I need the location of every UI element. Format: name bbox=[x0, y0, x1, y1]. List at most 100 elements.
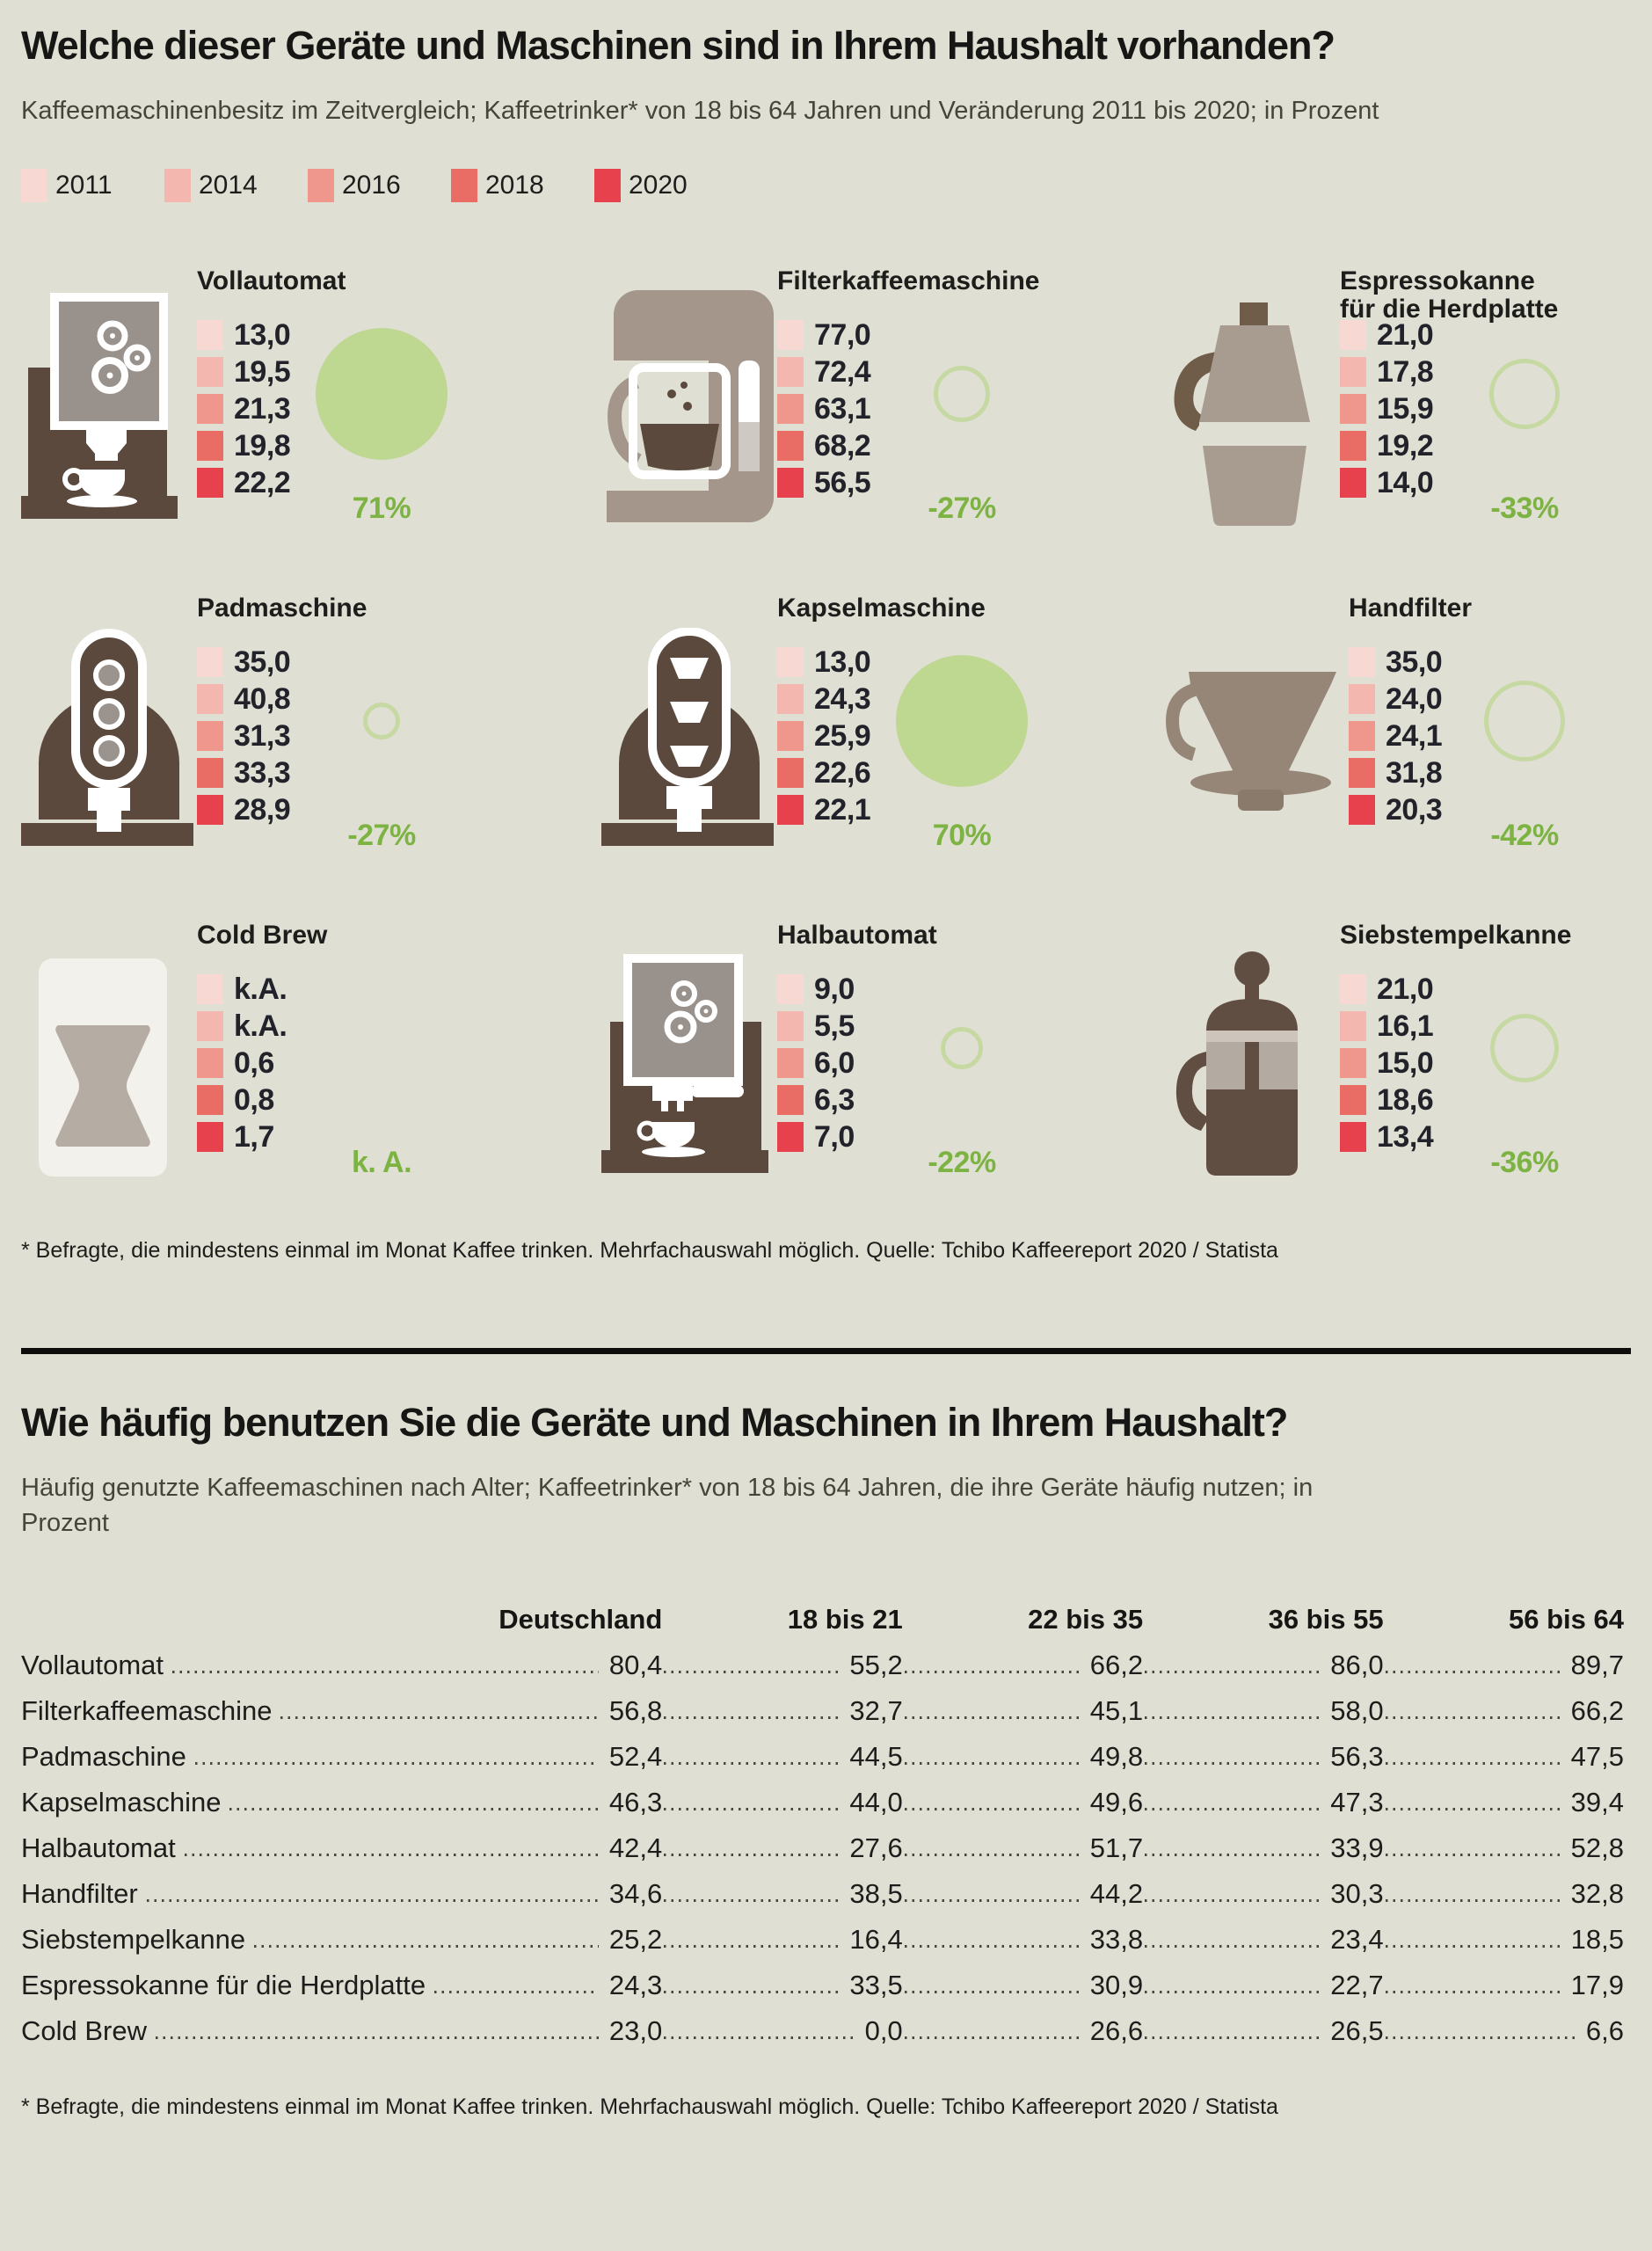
legend-item-2018: 2018 bbox=[451, 169, 594, 203]
change-circle bbox=[941, 1027, 983, 1070]
swatch-2011 bbox=[1340, 320, 1366, 351]
change-percent: -22% bbox=[928, 1146, 996, 1180]
change-percent: k. A. bbox=[351, 1146, 412, 1180]
swatch-2011 bbox=[1340, 974, 1366, 1005]
value-2014: 17,8 bbox=[1377, 354, 1434, 389]
machine-card-siebstempelkanne: Siebstempelkanne 21,0 16,1 15,0 18,6 13,… bbox=[1164, 918, 1631, 1180]
value-row: 25,9 bbox=[777, 718, 1164, 754]
change-percent: -33% bbox=[1490, 492, 1559, 526]
legend-swatch-2018 bbox=[451, 169, 477, 203]
swatch-2018 bbox=[777, 1085, 804, 1116]
swatch-2016 bbox=[777, 721, 804, 752]
value-row: 13,0 bbox=[197, 317, 601, 353]
change-percent: -42% bbox=[1490, 819, 1559, 853]
swatch-2016 bbox=[1349, 721, 1375, 752]
value-row: 13,0 bbox=[777, 644, 1164, 681]
col-18-21: 18 bis 21 bbox=[787, 1604, 903, 1635]
value-2016: 31,3 bbox=[234, 718, 291, 753]
value-row: 31,3 bbox=[197, 718, 601, 754]
section2-title: Wie häufig benutzen Sie die Geräte und M… bbox=[21, 1400, 1288, 1446]
change-circle bbox=[1484, 681, 1565, 762]
swatch-2014 bbox=[1340, 1011, 1366, 1042]
value-row: 9,0 bbox=[777, 971, 1164, 1008]
value-2014: 72,4 bbox=[814, 354, 871, 389]
change-indicator: -33% bbox=[1428, 301, 1621, 526]
value-2011: 35,0 bbox=[1386, 645, 1443, 679]
machine-name: Siebstempelkanne bbox=[1340, 921, 1572, 951]
machine-card-halbautomat: Halbautomat 9,0 5,5 6,0 6,3 7,0 -22% bbox=[601, 918, 1164, 1180]
swatch-2018 bbox=[1349, 758, 1375, 789]
value-row: 19,2 bbox=[1340, 427, 1631, 464]
value-row: 56,5 bbox=[777, 464, 1164, 501]
value-row: 24,0 bbox=[1349, 681, 1631, 718]
swatch-2016 bbox=[197, 721, 223, 752]
value-2018: 33,3 bbox=[234, 755, 291, 790]
table-header-row: Deutschland 18 bis 21 22 bis 35 36 bis 5… bbox=[21, 1595, 1624, 1641]
col-22-35: 22 bis 35 bbox=[1028, 1604, 1144, 1635]
machine-card-kapselmaschine: Kapselmaschine 13,0 24,3 25,9 22,6 22,1 … bbox=[601, 591, 1164, 853]
value-row: 31,8 bbox=[1349, 754, 1631, 791]
value-2014: 5,5 bbox=[814, 1009, 855, 1043]
value-2018: 22,6 bbox=[814, 755, 871, 790]
value-row: 0,6 bbox=[197, 1045, 601, 1082]
section1-title: Welche dieser Geräte und Maschinen sind … bbox=[21, 23, 1335, 68]
value-row: 72,4 bbox=[777, 353, 1164, 390]
value-row: 40,8 bbox=[197, 681, 601, 718]
swatch-2020 bbox=[197, 1122, 223, 1153]
value-2018: 19,2 bbox=[1377, 428, 1434, 463]
swatch-2018 bbox=[197, 431, 223, 462]
value-2011: k.A. bbox=[234, 972, 287, 1006]
swatch-2018 bbox=[777, 431, 804, 462]
swatch-2011 bbox=[197, 320, 223, 351]
swatch-2016 bbox=[197, 394, 223, 425]
swatch-2011 bbox=[777, 647, 804, 678]
value-row: 21,3 bbox=[197, 390, 601, 427]
value-2011: 21,0 bbox=[1377, 972, 1434, 1006]
section2-footnote: * Befragte, die mindestens einmal im Mon… bbox=[21, 2094, 1278, 2120]
change-indicator: 71% bbox=[285, 301, 478, 526]
value-row: 20,3 bbox=[1349, 791, 1631, 828]
table-row: Cold Brew 23,0 0,0 26,6 26,5 6,6 bbox=[21, 2015, 1624, 2047]
value-2018: 19,8 bbox=[234, 428, 291, 463]
legend-item-2014: 2014 bbox=[164, 169, 308, 203]
value-row: 19,8 bbox=[197, 427, 601, 464]
value-2011: 77,0 bbox=[814, 317, 871, 352]
siebstempelkanne-icon bbox=[1175, 951, 1298, 1176]
swatch-2020 bbox=[1340, 468, 1366, 499]
value-row: 16,1 bbox=[1340, 1008, 1631, 1045]
value-row: 21,0 bbox=[1340, 317, 1631, 353]
change-circle bbox=[1489, 359, 1560, 430]
value-2014: 40,8 bbox=[234, 681, 291, 716]
value-row: 22,6 bbox=[777, 754, 1164, 791]
section1-footnote: * Befragte, die mindestens einmal im Mon… bbox=[21, 1238, 1278, 1264]
legend-item-2020: 2020 bbox=[594, 169, 738, 203]
swatch-2020 bbox=[777, 795, 804, 826]
value-row: 19,5 bbox=[197, 353, 601, 390]
swatch-2011 bbox=[197, 974, 223, 1005]
legend-item-2011: 2011 bbox=[21, 169, 164, 203]
section1-subtitle: Kaffeemaschinenbesitz im Zeitvergleich; … bbox=[21, 97, 1379, 125]
handfilter-icon bbox=[1166, 672, 1336, 812]
value-row: 15,9 bbox=[1340, 390, 1631, 427]
value-2020: 22,1 bbox=[814, 792, 871, 827]
swatch-2014 bbox=[777, 1011, 804, 1042]
change-indicator: -22% bbox=[865, 955, 1059, 1180]
swatch-2011 bbox=[197, 647, 223, 678]
swatch-2014 bbox=[197, 684, 223, 715]
value-row: 35,0 bbox=[197, 644, 601, 681]
change-circle bbox=[934, 366, 990, 423]
kapselmaschine-icon bbox=[601, 628, 774, 847]
value-row: 24,1 bbox=[1349, 718, 1631, 754]
swatch-2018 bbox=[197, 758, 223, 789]
padmaschine-icon bbox=[21, 629, 193, 847]
value-2020: 22,2 bbox=[234, 465, 291, 499]
swatch-2016 bbox=[1340, 1048, 1366, 1079]
value-2020: 7,0 bbox=[814, 1119, 855, 1154]
machine-name: Cold Brew bbox=[197, 921, 328, 951]
change-circle bbox=[896, 655, 1028, 788]
year-legend: 2011 2014 2016 2018 2020 bbox=[21, 169, 1631, 203]
legend-swatch-2011 bbox=[21, 169, 47, 203]
swatch-2018 bbox=[197, 1085, 223, 1116]
value-row: 1,7 bbox=[197, 1118, 601, 1155]
legend-swatch-2016 bbox=[308, 169, 334, 203]
